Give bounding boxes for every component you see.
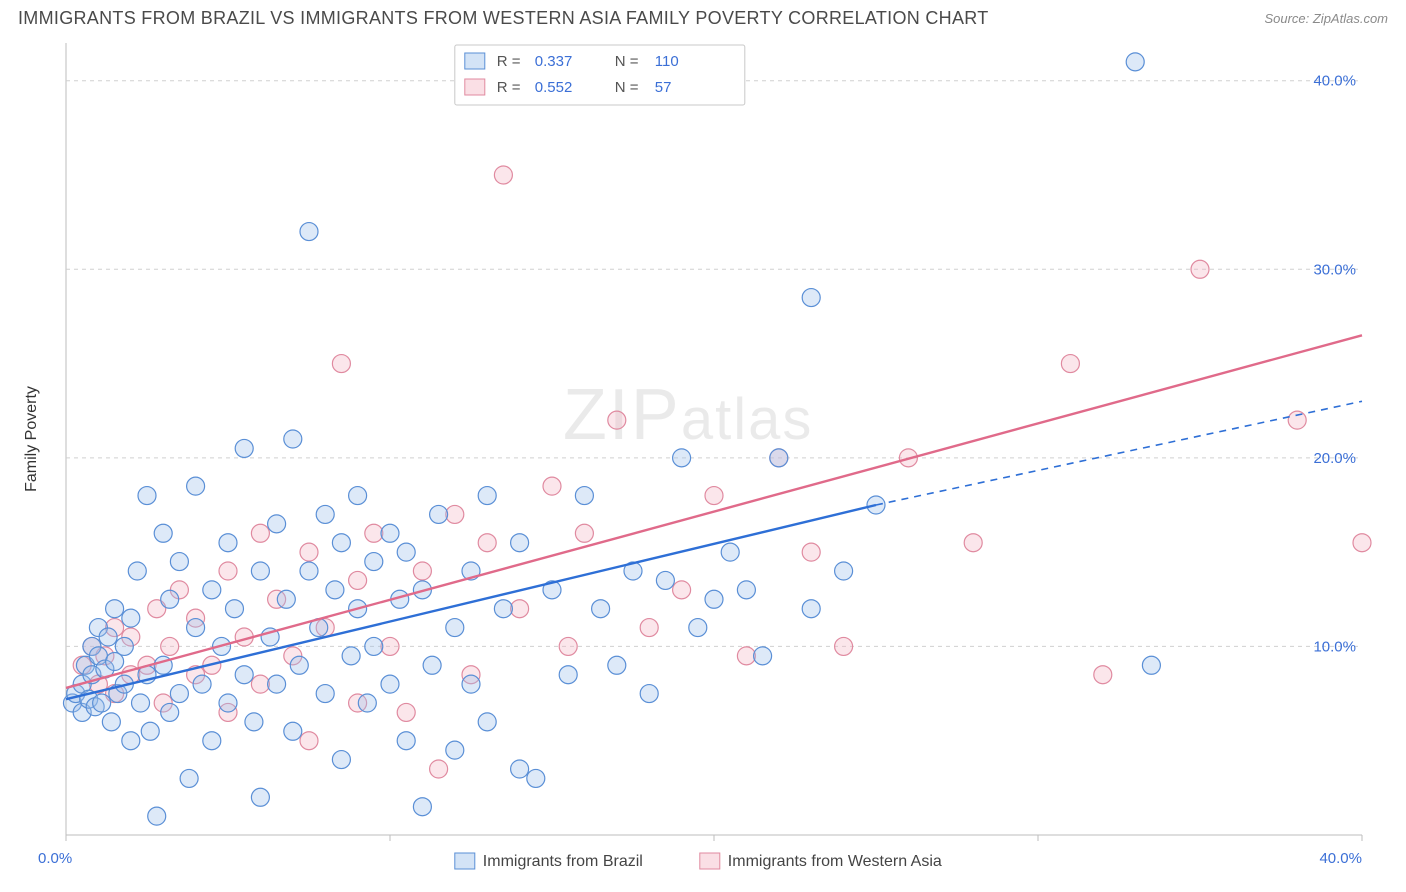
svg-text:R =: R = bbox=[497, 79, 521, 96]
x-tick-label: 0.0% bbox=[38, 850, 72, 867]
svg-text:N =: N = bbox=[615, 53, 639, 70]
watermark: ZIPatlas bbox=[563, 375, 814, 455]
svg-text:0.337: 0.337 bbox=[535, 53, 573, 70]
x-tick-label: 40.0% bbox=[1319, 850, 1362, 867]
svg-text:110: 110 bbox=[655, 53, 679, 70]
y-tick-label: 30.0% bbox=[1313, 261, 1356, 278]
svg-text:57: 57 bbox=[655, 79, 672, 96]
chart-container: 10.0% 20.0% 30.0% 40.0% 0.0% 40.0% Family Pove… bbox=[18, 33, 1388, 878]
y-tick-label: 40.0% bbox=[1313, 73, 1356, 90]
svg-text:N =: N = bbox=[615, 79, 639, 96]
y-tick-label: 10.0% bbox=[1313, 638, 1356, 655]
legend-label-wasia: Immigrants from Western Asia bbox=[728, 853, 942, 870]
trendline-brazil-dashed bbox=[876, 401, 1362, 505]
stats-legend: R = 0.337 N = 110 R = 0.552 N = 57 bbox=[455, 45, 745, 105]
chart-title: IMMIGRANTS FROM BRAZIL VS IMMIGRANTS FRO… bbox=[18, 8, 989, 29]
source-attribution: Source: ZipAtlas.com bbox=[1264, 11, 1388, 26]
y-axis-label: Family Poverty bbox=[23, 386, 40, 492]
y-tick-label: 20.0% bbox=[1313, 450, 1356, 467]
svg-text:0.552: 0.552 bbox=[535, 79, 573, 96]
scatter-chart: 10.0% 20.0% 30.0% 40.0% 0.0% 40.0% Family Pove… bbox=[18, 33, 1388, 873]
legend-label-brazil: Immigrants from Brazil bbox=[483, 853, 643, 870]
series-legend: Immigrants from Brazil Immigrants from We… bbox=[455, 853, 942, 870]
svg-text:R =: R = bbox=[497, 53, 521, 70]
